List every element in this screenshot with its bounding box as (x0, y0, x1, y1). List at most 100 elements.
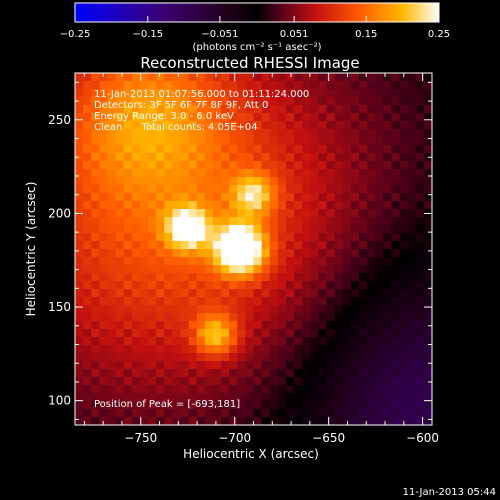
heatmap-cell (277, 201, 287, 210)
heatmap-cell (107, 377, 117, 386)
heatmap-cell (407, 401, 417, 410)
heatmap-cell (253, 225, 263, 234)
heatmap-cell (156, 377, 165, 386)
heatmap-cell (229, 401, 238, 410)
heatmap-cell (285, 169, 295, 178)
heatmap-cell (285, 201, 295, 210)
heatmap-cell (342, 209, 352, 218)
heatmap-cell (204, 137, 214, 146)
heatmap-cell (91, 321, 100, 330)
heatmap-cell (148, 265, 157, 274)
heatmap-cell (302, 265, 311, 274)
heatmap-cell (164, 209, 173, 218)
heatmap-cell (99, 209, 109, 218)
heatmap-cell (91, 193, 100, 202)
heatmap-cell (391, 129, 401, 138)
heatmap-cell (277, 185, 287, 194)
heatmap-cell (229, 369, 238, 378)
heatmap-cell (423, 105, 433, 114)
heatmap-cell (334, 369, 344, 378)
heatmap-cell (302, 73, 311, 82)
heatmap-cell (99, 169, 109, 178)
heatmap-cell (375, 377, 384, 386)
heatmap-cell (83, 193, 92, 202)
heatmap-cell (261, 321, 271, 330)
heatmap-cell (75, 249, 84, 258)
heatmap-cell (139, 121, 149, 130)
heatmap-cell (237, 209, 246, 218)
heatmap-cell (156, 81, 165, 90)
heatmap-cell (277, 177, 287, 186)
heatmap-cell (115, 241, 125, 250)
heatmap-cell (269, 121, 279, 130)
heatmap-cell (350, 393, 360, 402)
heatmap-cell (334, 153, 344, 162)
heatmap-cell (318, 265, 328, 274)
heatmap-cell (180, 265, 190, 274)
heatmap-cell (204, 345, 214, 354)
heatmap-cell (156, 409, 165, 418)
heatmap-cell (423, 409, 433, 418)
heatmap-cell (91, 385, 100, 394)
heatmap-cell (83, 257, 92, 266)
heatmap-cell (326, 145, 336, 154)
heatmap-cell (91, 401, 100, 410)
heatmap-cell (342, 193, 352, 202)
heatmap-cell (342, 73, 352, 82)
heatmap-cell (375, 145, 384, 154)
heatmap-cell (326, 409, 336, 418)
heatmap-cell (107, 169, 117, 178)
heatmap-cell (334, 297, 344, 306)
heatmap-cell (139, 209, 149, 218)
heatmap-cell (261, 417, 271, 426)
heatmap-cell (156, 353, 165, 362)
heatmap-cell (148, 97, 157, 106)
heatmap-cell (342, 137, 352, 146)
heatmap-cell (310, 161, 320, 170)
heatmap-cell (277, 297, 287, 306)
heatmap-cell (180, 161, 190, 170)
heatmap-cell (310, 281, 320, 290)
heatmap-cell (367, 177, 376, 186)
heatmap-cell (375, 417, 384, 426)
heatmap-cell (107, 241, 117, 250)
heatmap-cell (148, 361, 157, 370)
heatmap-cell (326, 169, 336, 178)
heatmap-cell (204, 233, 214, 242)
heatmap-cell (318, 209, 328, 218)
heatmap-cell (164, 305, 173, 314)
heatmap-cell (383, 177, 393, 186)
heatmap-cell (269, 377, 279, 386)
heatmap-cell (204, 393, 214, 402)
heatmap-cell (391, 305, 401, 314)
heatmap-cell (115, 113, 125, 122)
heatmap-cell (350, 409, 360, 418)
heatmap-cell (334, 105, 344, 114)
heatmap-cell (196, 153, 206, 162)
heatmap-cell (415, 81, 425, 90)
heatmap-cell (261, 377, 271, 386)
heatmap-cell (302, 121, 311, 130)
heatmap-cell (358, 73, 368, 82)
heatmap-cell (188, 337, 198, 346)
heatmap-cell (123, 145, 133, 154)
heatmap-cell (212, 241, 222, 250)
heatmap-cell (156, 153, 165, 162)
heatmap-cell (285, 305, 295, 314)
heatmap-cell (261, 217, 271, 226)
heatmap-cell (253, 145, 263, 154)
heatmap-cell (91, 233, 100, 242)
heatmap-cell (334, 281, 344, 290)
heatmap-cell (391, 321, 401, 330)
heatmap-cell (407, 377, 417, 386)
heatmap-cell (253, 409, 263, 418)
heatmap-cell (148, 353, 157, 362)
heatmap-cell (269, 265, 279, 274)
heatmap-cell (294, 377, 303, 386)
heatmap-cell (342, 409, 352, 418)
heatmap-cell (367, 113, 376, 122)
heatmap-cell (91, 217, 100, 226)
heatmap-cell (399, 289, 409, 298)
heatmap-cell (342, 321, 352, 330)
heatmap-cell (269, 289, 279, 298)
